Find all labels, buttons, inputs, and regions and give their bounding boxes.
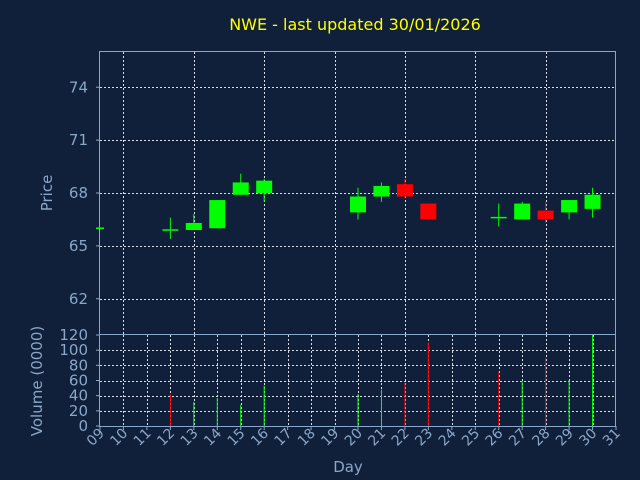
x-tick-label: 14 bbox=[201, 425, 225, 449]
x-tick-label: 11 bbox=[131, 426, 155, 450]
price-tick-label: 65 bbox=[69, 237, 88, 255]
price-axis-label: Price bbox=[38, 175, 56, 212]
x-tick-label: 16 bbox=[248, 425, 272, 449]
x-tick-label: 15 bbox=[225, 426, 249, 450]
price-y-ticks: 62 65 68 71 74 bbox=[69, 78, 100, 308]
chart-title: NWE - last updated 30/01/2026 bbox=[229, 15, 481, 34]
x-tick-label: 23 bbox=[412, 426, 436, 450]
price-tick-label: 71 bbox=[69, 131, 88, 149]
x-tick-label: 12 bbox=[154, 426, 178, 450]
x-tick-label: 26 bbox=[483, 425, 507, 449]
x-tick-label: 25 bbox=[459, 426, 483, 450]
volume-tick-label: 60 bbox=[69, 372, 88, 390]
x-tick-label: 27 bbox=[506, 426, 530, 450]
x-tick-label: 24 bbox=[436, 425, 460, 449]
x-tick-label: 13 bbox=[178, 426, 202, 450]
candle-body bbox=[232, 182, 249, 195]
candle-body bbox=[420, 203, 437, 220]
volume-tick-label: 0 bbox=[78, 417, 88, 435]
volume-tick-label: 120 bbox=[59, 326, 88, 344]
x-tick-label: 10 bbox=[107, 426, 131, 450]
x-tick-label: 31 bbox=[600, 426, 624, 450]
candle-body bbox=[350, 196, 366, 213]
price-tick-label: 68 bbox=[69, 184, 88, 202]
candles bbox=[96, 173, 601, 239]
candle-body bbox=[209, 200, 226, 229]
volume-tick-label: 100 bbox=[59, 341, 88, 359]
x-tick-label: 20 bbox=[342, 426, 366, 450]
x-tick-label: 28 bbox=[530, 426, 554, 450]
x-ticks: 09 10 11 12 13 14 15 16 17 18 19 20 21 22 23 24 25 26 27 28… bbox=[84, 425, 624, 449]
candle-body bbox=[373, 185, 390, 197]
x-axis-label: Day bbox=[333, 458, 363, 476]
volume-tick-label: 40 bbox=[69, 387, 88, 405]
volume-bars bbox=[169, 335, 594, 426]
candle-body bbox=[185, 222, 202, 231]
x-tick-label: 29 bbox=[553, 426, 577, 450]
candle-body bbox=[537, 210, 554, 220]
volume-tick-label: 80 bbox=[69, 356, 88, 374]
x-tick-label: 17 bbox=[272, 426, 296, 450]
volume-tick-label: 20 bbox=[69, 402, 88, 420]
x-tick-label: 30 bbox=[576, 426, 600, 450]
candle-body bbox=[584, 194, 601, 209]
price-tick-label: 74 bbox=[69, 78, 88, 96]
price-tick-label: 62 bbox=[69, 290, 88, 308]
x-tick-label: 21 bbox=[365, 426, 389, 450]
x-tick-label: 19 bbox=[318, 426, 342, 450]
candle-body bbox=[561, 200, 578, 213]
candle-body bbox=[396, 184, 413, 197]
x-tick-label: 22 bbox=[389, 426, 413, 450]
volume-axis-label: Volume (0000) bbox=[28, 326, 46, 436]
x-tick-label: 18 bbox=[295, 426, 319, 450]
candle-body bbox=[256, 180, 273, 193]
candle-body bbox=[514, 203, 531, 220]
